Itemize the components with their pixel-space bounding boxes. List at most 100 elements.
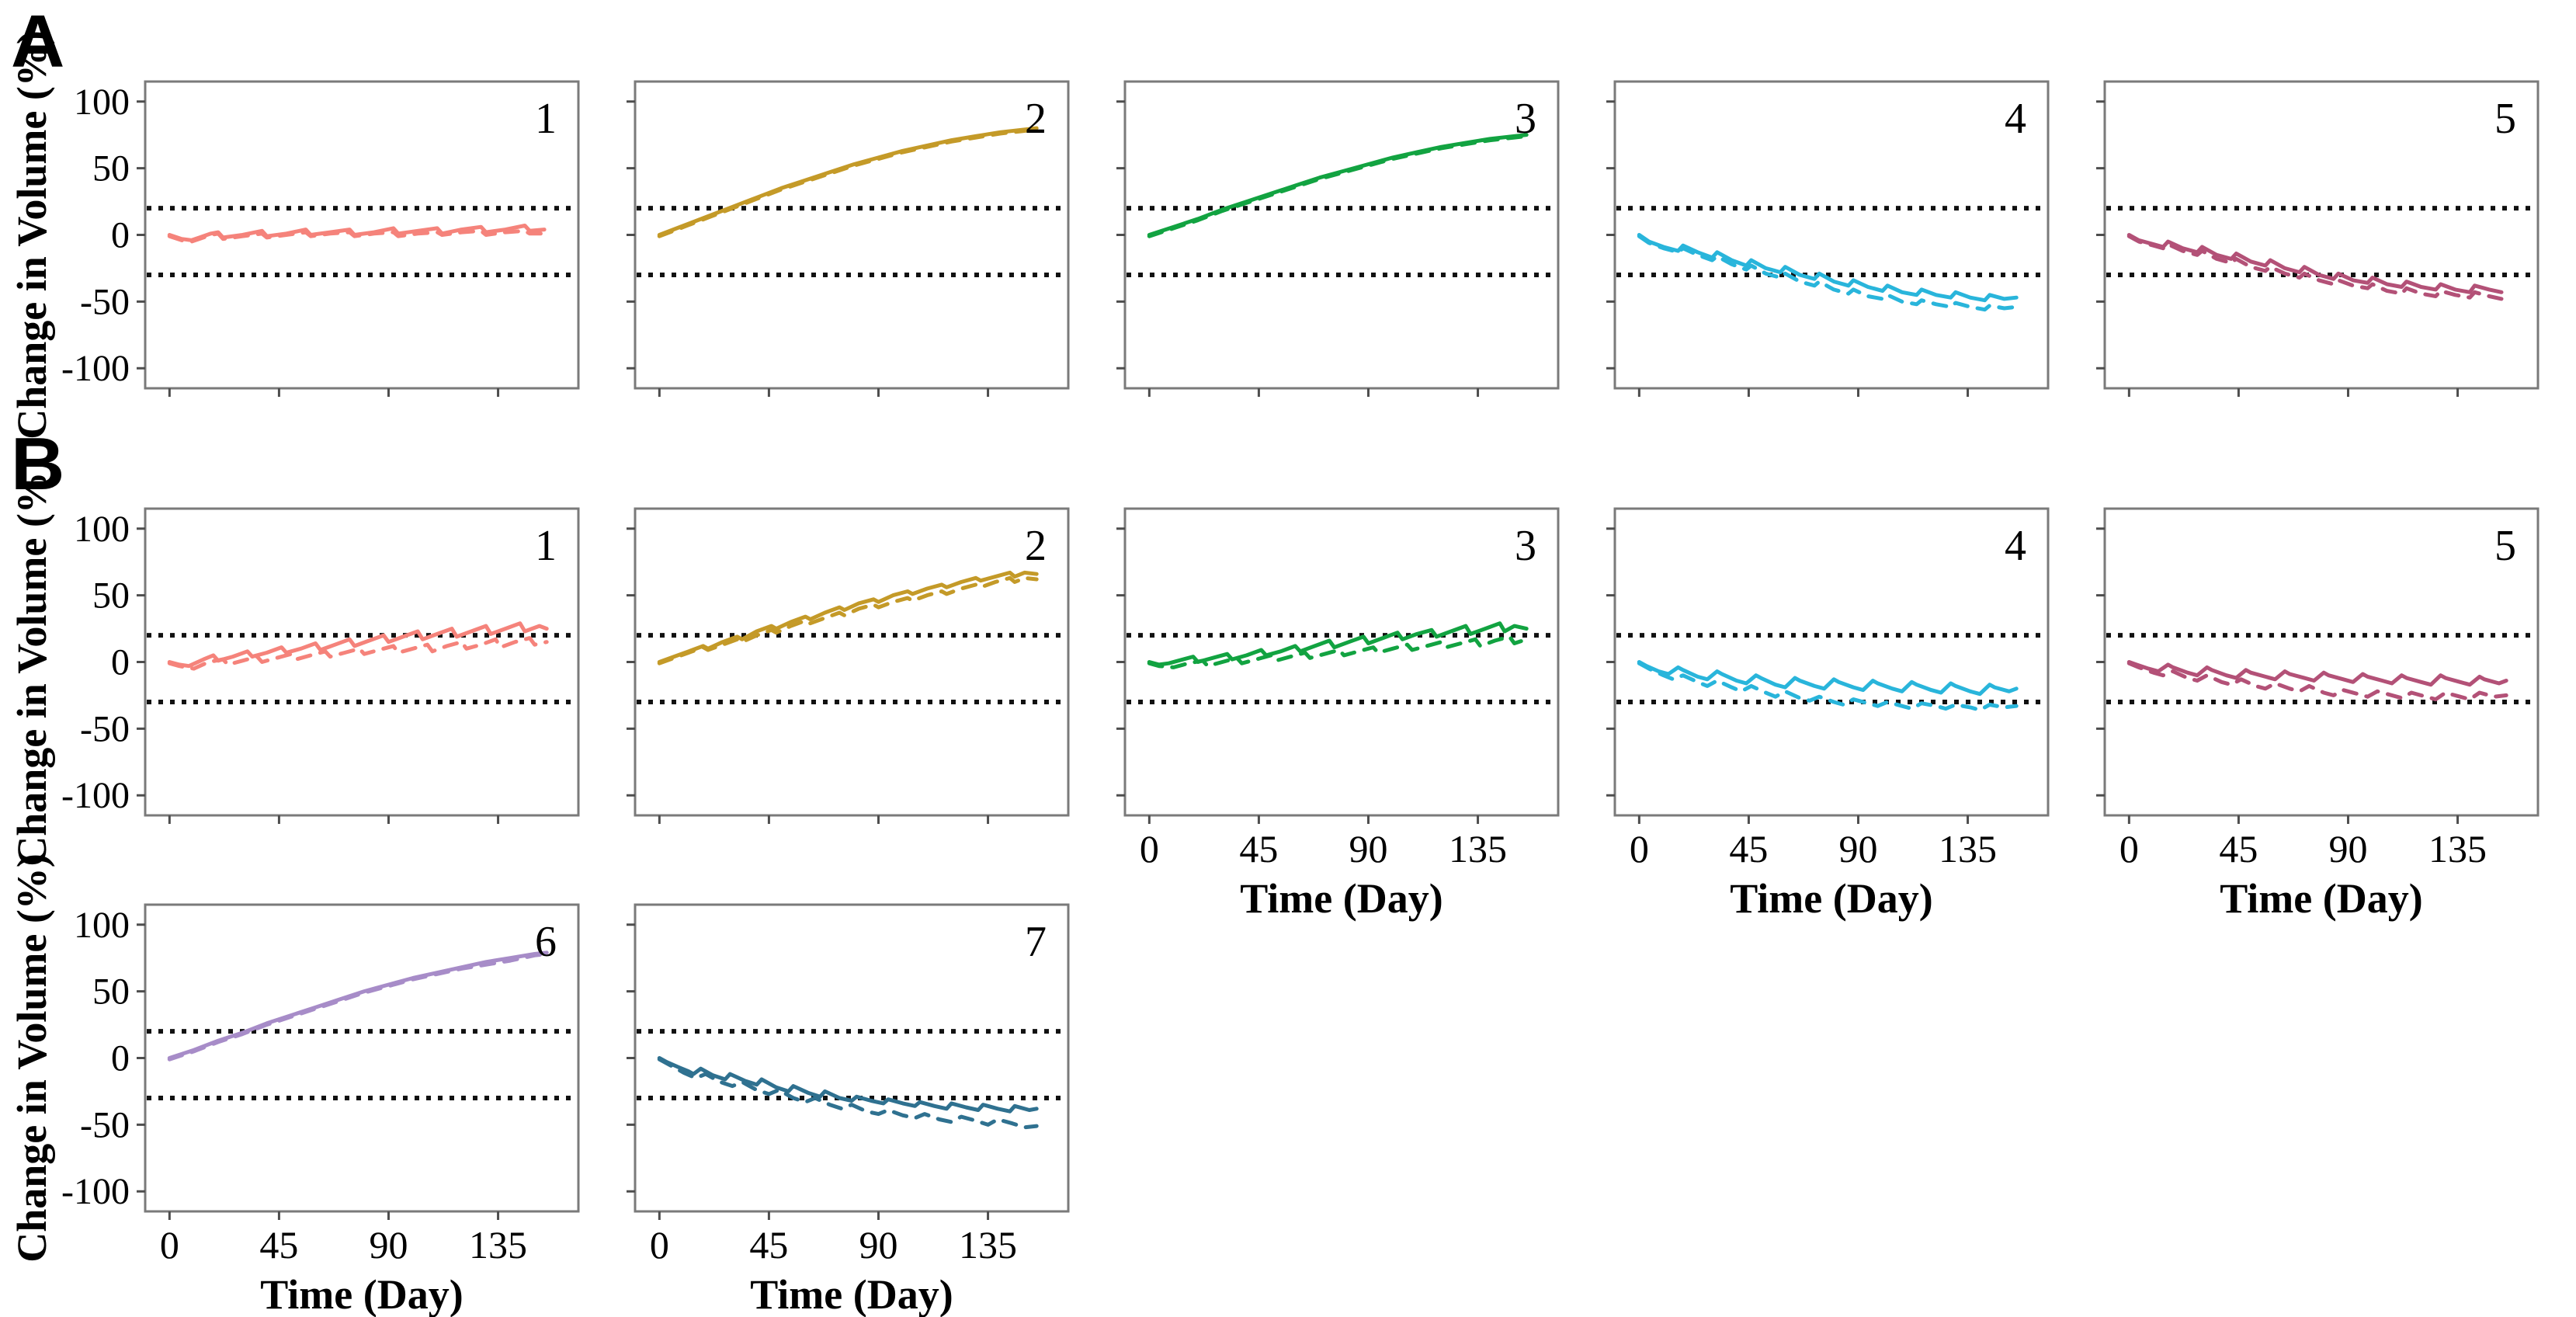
series-line-solid [657, 1056, 1039, 1114]
subplot-number: 4 [2005, 522, 2026, 570]
y-tick-label: -100 [61, 348, 130, 389]
x-tick-label: 90 [369, 1223, 408, 1267]
subplot-number: 1 [535, 522, 557, 570]
subplot-a5: 5 [2096, 80, 2540, 397]
panel-b-label: B [11, 422, 65, 506]
series-line-dashed [2126, 234, 2504, 301]
subplot-a1: 100 50 0 -50 -100 Change in Volume (%) 1 [9, 30, 580, 440]
x-axis-title: Time (Day) [1240, 875, 1442, 922]
series-line-solid [1637, 660, 2019, 697]
x-tick-label: 135 [469, 1223, 527, 1267]
y-tick-label: 100 [74, 905, 130, 946]
x-axis-title: Time (Day) [260, 1271, 463, 1317]
subplot-number: 2 [1025, 522, 1047, 570]
x-tick-label: 90 [1349, 827, 1387, 870]
x-tick-label: 90 [859, 1223, 897, 1267]
subplot-number: 3 [1515, 95, 1536, 143]
y-tick-label: 50 [92, 575, 130, 617]
panel-a-label: A [11, 0, 65, 83]
x-tick-label: 0 [1140, 827, 1159, 870]
x-tick-label: 0 [650, 1223, 669, 1267]
subplot-canvas: 5 [2096, 80, 2540, 397]
series-line-dashed [1637, 661, 2019, 712]
plot-box [634, 507, 1070, 817]
series-line-solid [1637, 233, 2019, 303]
subplot-b4: 0 45 90 135 Time (Day) 4 [1606, 507, 2050, 922]
plot-box [144, 507, 580, 817]
y-tick-label: -50 [80, 281, 130, 322]
x-tick-label: 45 [2219, 827, 2258, 870]
plot-box [1613, 507, 2050, 817]
subplot-canvas: 4 [1606, 80, 2050, 397]
plot-box [1613, 80, 2050, 390]
series-line-solid [167, 950, 549, 1060]
subplot-b1: 100 50 0 -50 -100 Change in Volume (%) 1 [9, 457, 580, 867]
x-tick-label: 135 [2428, 827, 2487, 870]
subplot-number: 1 [535, 95, 557, 143]
x-axis-title: Time (Day) [750, 1271, 953, 1317]
subplot-b2: 2 [627, 507, 1070, 824]
subplot-a4: 4 [1606, 80, 2050, 397]
series-line-solid [2126, 233, 2504, 294]
subplot-number: 3 [1515, 522, 1536, 570]
series-line-dashed [167, 228, 547, 244]
x-tick-label: 90 [2328, 827, 2367, 870]
subplot-b3: 0 45 90 135 Time (Day) 3 [1116, 507, 1560, 922]
y-tick-label: -50 [80, 1104, 130, 1145]
y-tick-label: 50 [92, 148, 130, 189]
subplot-canvas: 100 50 0 -50 -100 0 45 90 135 Change in Volume (%… [9, 853, 580, 1317]
subplot-number: 4 [2005, 95, 2026, 143]
series-line-dashed [167, 952, 549, 1062]
subplot-a3: 3 [1116, 80, 1560, 397]
y-tick-label: -100 [61, 775, 130, 816]
series-line-solid [167, 621, 549, 669]
plot-box [2103, 80, 2540, 390]
plot-box [144, 903, 580, 1213]
series-line-dashed [1147, 134, 1529, 238]
subplot-b5: 0 45 90 135 Time (Day) 5 [2096, 507, 2540, 922]
x-tick-label: 0 [2119, 827, 2139, 870]
series-line-solid [2126, 660, 2508, 687]
subplot-a2: 2 [627, 80, 1070, 397]
subplot-number: 7 [1025, 918, 1047, 966]
subplot-number: 2 [1025, 95, 1047, 143]
plot-box [634, 903, 1070, 1213]
subplot-canvas: 2 [627, 80, 1070, 397]
y-axis-title: Change in Volume (%) [9, 853, 55, 1263]
series-line-dashed [1147, 634, 1529, 669]
subplot-number: 6 [535, 918, 557, 966]
y-tick-label: 0 [111, 642, 130, 683]
subplot-number: 5 [2494, 522, 2516, 570]
plot-box [2103, 507, 2540, 817]
subplot-number: 5 [2494, 95, 2516, 143]
series-line-dashed [2126, 661, 2508, 702]
subplot-b7: 0 45 90 135 Time (Day) 7 [627, 903, 1070, 1317]
subplot-canvas: 3 [1116, 80, 1560, 397]
y-tick-label: 100 [74, 509, 130, 550]
y-axis-title: Change in Volume (%) [9, 30, 55, 440]
x-tick-label: 90 [1838, 827, 1877, 870]
series-line-dashed [657, 127, 1039, 238]
y-tick-label: 100 [74, 82, 130, 123]
series-line-dashed [1637, 234, 2019, 312]
x-tick-label: 0 [1630, 827, 1649, 870]
x-tick-label: 45 [259, 1223, 298, 1267]
plot-box [1123, 507, 1560, 817]
x-tick-label: 45 [1239, 827, 1278, 870]
series-line-dashed [167, 636, 549, 671]
series-line-solid [657, 126, 1039, 237]
x-axis-title: Time (Day) [1730, 875, 1932, 922]
x-axis-title: Time (Day) [2220, 875, 2422, 922]
y-axis-title: Change in Volume (%) [9, 457, 55, 867]
x-tick-label: 45 [1729, 827, 1768, 870]
y-tick-label: -50 [80, 708, 130, 749]
y-tick-label: -100 [61, 1171, 130, 1212]
x-tick-label: 135 [1449, 827, 1507, 870]
plot-box [634, 80, 1070, 390]
